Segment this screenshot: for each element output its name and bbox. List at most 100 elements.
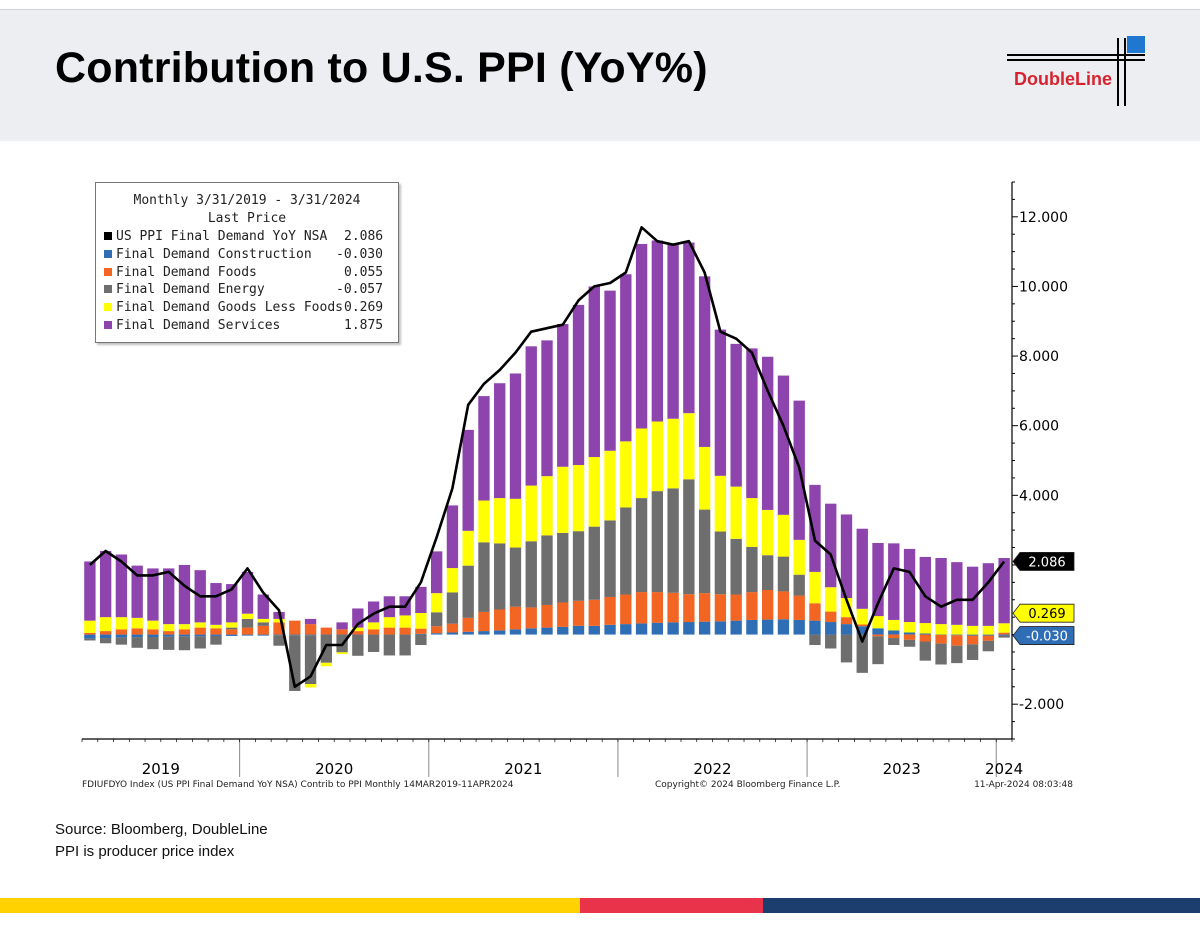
bar-segment	[99, 638, 112, 644]
legend-label: US PPI Final Demand YoY NSA	[116, 229, 328, 244]
bar-segment	[147, 568, 159, 621]
bar-segment	[336, 634, 348, 636]
bar-segment	[840, 617, 853, 625]
bar-segment	[730, 594, 742, 621]
bar-segment	[115, 617, 128, 630]
bar-segment	[651, 240, 664, 422]
bar-segment	[525, 485, 537, 542]
bar-segment	[667, 418, 679, 489]
bar-segment	[446, 505, 459, 569]
stripe-navy	[763, 898, 1200, 913]
bar-segment	[257, 622, 269, 626]
bar-segment	[872, 636, 884, 665]
bar-segment	[825, 622, 837, 635]
tag-shape	[1012, 603, 1075, 623]
legend-item: Final Demand Services 1.875	[96, 317, 398, 335]
bar-segment	[651, 491, 664, 593]
bar-segment	[683, 594, 695, 623]
bar-segment	[588, 526, 600, 600]
legend-label: Final Demand Services	[116, 317, 281, 333]
bar-segment	[825, 634, 837, 649]
bar-segment	[620, 624, 632, 635]
bar-segment	[430, 626, 443, 634]
bar-segment	[352, 634, 364, 656]
bar-segment	[352, 634, 364, 636]
bar-segment	[667, 488, 679, 593]
bar-segment	[935, 557, 947, 625]
tag-text: 0.269	[1028, 607, 1065, 622]
tag-layer: 2.086 0.269 -0.030	[1012, 552, 1075, 645]
x-tick-label: 2020	[315, 760, 353, 778]
bar-segment	[903, 634, 916, 640]
bar-segment	[935, 643, 947, 665]
bar-segment	[257, 625, 269, 635]
bar-segment	[430, 593, 443, 613]
bar-segment	[131, 628, 143, 635]
bar-segment	[746, 498, 758, 547]
bar-segment	[525, 346, 537, 486]
bar-segment	[667, 592, 679, 623]
bar-segment	[951, 645, 963, 664]
x-tick-label: 2023	[883, 760, 921, 778]
bar-segment	[951, 624, 963, 635]
bar-segment	[777, 591, 790, 620]
definition-note: PPI is producer price index	[55, 843, 235, 860]
bar-segment	[462, 631, 474, 635]
bar-segment	[982, 563, 995, 626]
bar-segment	[304, 618, 317, 625]
bar-segment	[320, 634, 332, 663]
bar-segment	[935, 634, 947, 636]
legend-label: Final Demand Energy	[116, 282, 265, 298]
bar-segment	[289, 634, 301, 636]
bar-segment	[982, 640, 995, 652]
bar-segment	[888, 638, 900, 646]
bar-segment	[99, 551, 112, 618]
legend-label: Final Demand Goods Less Foods	[116, 300, 343, 316]
bar-segment	[336, 652, 348, 655]
bar-segment	[509, 547, 522, 607]
y-tick-label: 12.000	[1019, 210, 1068, 226]
bar-segment	[557, 626, 569, 635]
bar-segment	[919, 634, 931, 642]
bar-segment	[793, 619, 805, 635]
legend-label: Final Demand Foods	[116, 264, 257, 280]
bar-segment	[698, 446, 711, 510]
bar-segment	[872, 543, 884, 617]
bar-segment	[840, 624, 853, 635]
ppi-line	[89, 225, 1006, 689]
bar-segment	[415, 634, 427, 646]
bar-segment	[494, 630, 506, 635]
bar-segment	[856, 634, 868, 673]
bar-segment	[730, 620, 742, 635]
bar-segment	[888, 630, 900, 635]
bar-segment	[194, 622, 206, 628]
bar-segment	[762, 590, 774, 620]
bar-segment	[509, 629, 522, 635]
bar-segment	[683, 242, 695, 414]
bar-segment	[226, 622, 238, 628]
last-value-tag: -0.030	[1012, 626, 1075, 645]
bar-segment	[872, 628, 884, 635]
bar-segment	[367, 629, 380, 635]
bar-segment	[131, 565, 143, 618]
bar-segment	[84, 634, 96, 639]
bar-segment	[557, 466, 569, 533]
legend-item: Final Demand Energy -0.057	[96, 281, 398, 299]
bar-segment	[903, 632, 916, 635]
bar-segment	[777, 375, 790, 515]
bar-segment	[430, 612, 443, 627]
bar-segment	[557, 602, 569, 627]
legend-swatch	[104, 303, 112, 312]
bar-segment	[257, 618, 269, 623]
bar-segment	[147, 634, 159, 637]
bar-segment	[178, 636, 191, 651]
bar-segment	[714, 594, 727, 622]
bar-segment	[478, 500, 490, 543]
bar-segment	[304, 635, 317, 684]
tag-shape	[1012, 626, 1075, 645]
bar-segment	[951, 635, 963, 646]
bar-segment	[998, 558, 1010, 624]
bar-segment	[163, 568, 175, 625]
y-tick-label: 10.000	[1019, 279, 1068, 295]
bar-segment	[683, 622, 695, 635]
